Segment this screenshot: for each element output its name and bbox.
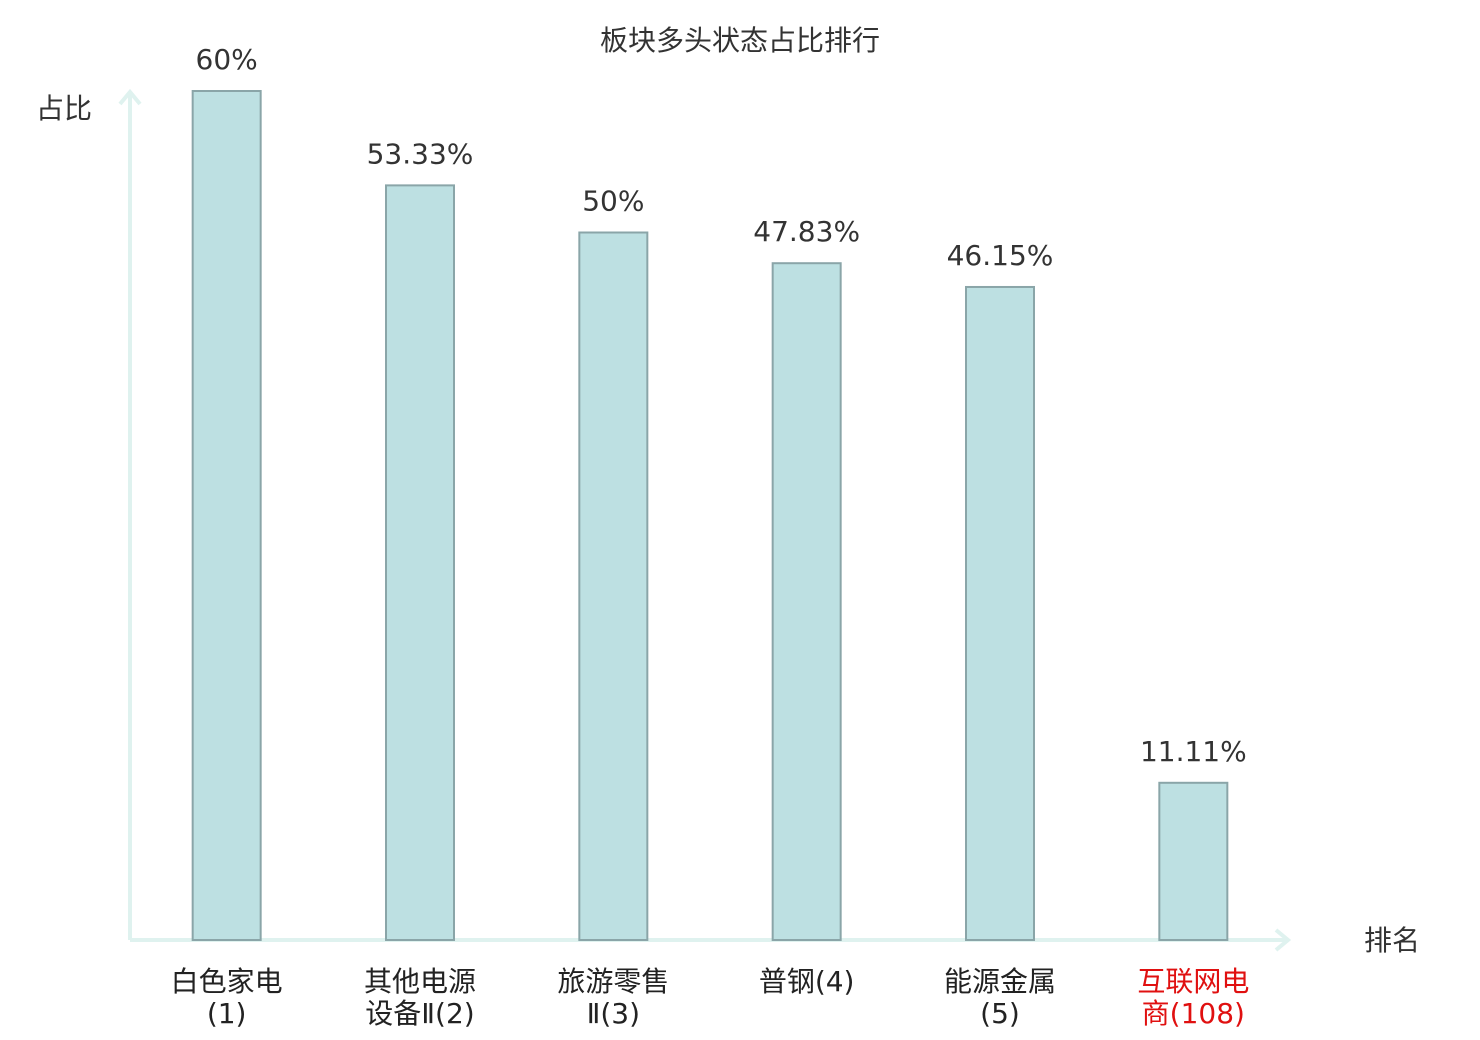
bar: [771, 262, 842, 941]
value-label: 50%: [582, 185, 644, 218]
value-label: 46.15%: [947, 239, 1054, 272]
value-label: 11.11%: [1140, 735, 1247, 768]
x-tick-label: 普钢(4): [758, 965, 855, 998]
bar: [385, 184, 455, 941]
value-label: 47.83%: [753, 215, 860, 248]
value-label: 53.33%: [367, 137, 474, 170]
value-label: 60%: [196, 43, 258, 76]
y-axis-label: 占比: [36, 92, 92, 125]
bar: [965, 285, 1035, 942]
bar: [578, 231, 649, 941]
x-tick-label: 白色家电(1): [170, 965, 283, 1030]
x-axis-label: 排名: [1364, 924, 1420, 957]
bar: [191, 90, 262, 941]
bar: [1158, 781, 1229, 942]
x-tick-label: 互联网电商(108): [1137, 965, 1250, 1030]
x-tick-label: 其他电源设备Ⅱ(2): [363, 965, 476, 1030]
chart-title: 板块多头状态占比排行: [600, 24, 880, 57]
x-tick-label: 能源金属(5): [943, 965, 1056, 1030]
axes: [118, 88, 1292, 952]
x-tick-label: 旅游零售Ⅱ(3): [557, 965, 670, 1030]
